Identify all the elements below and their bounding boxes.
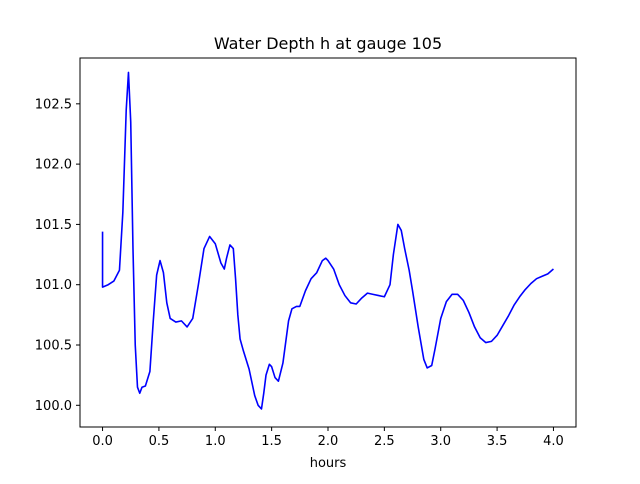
y-tick-label: 101.5 [35, 218, 72, 233]
y-tick-label: 102.0 [35, 158, 72, 173]
y-tick-label: 101.0 [35, 278, 72, 293]
x-tick-label: 3.0 [430, 434, 451, 449]
x-tick-label: 4.0 [543, 434, 564, 449]
y-tick-label: 102.5 [35, 97, 72, 112]
x-axis-label: hours [310, 456, 347, 471]
plot-layer [101, 71, 554, 410]
x-tick-label: 1.0 [205, 434, 226, 449]
chart-title: Water Depth h at gauge 105 [214, 34, 442, 53]
x-tick-label: 2.5 [374, 434, 395, 449]
x-tick-label: 1.5 [261, 434, 282, 449]
series-line-0 [101, 71, 554, 410]
x-tick-label: 3.5 [487, 434, 508, 449]
y-tick-label: 100.5 [35, 339, 72, 354]
y-axis: 100.0 100.5 101.0 101.5 102.0 102.5 [35, 97, 80, 414]
x-axis: 0.0 0.5 1.0 1.5 2.0 2.5 3.0 3.5 4.0 [92, 427, 564, 449]
x-tick-label: 0.5 [149, 434, 170, 449]
x-tick-label: 2.0 [318, 434, 339, 449]
x-tick-label: 0.0 [92, 434, 113, 449]
y-tick-label: 100.0 [35, 399, 72, 414]
